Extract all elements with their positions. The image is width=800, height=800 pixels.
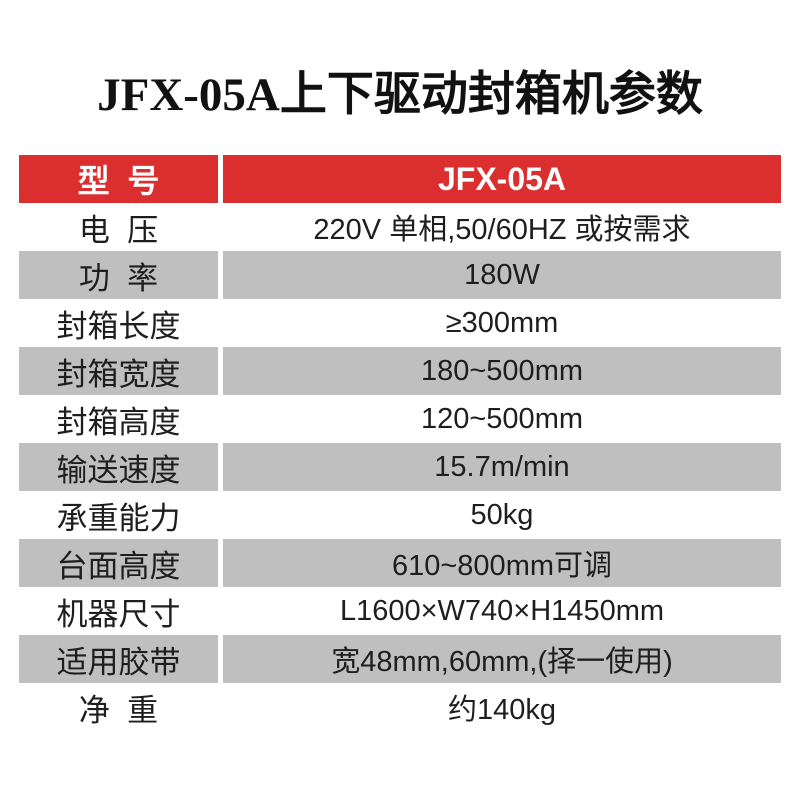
column-divider: [218, 347, 223, 395]
spec-label: 适用胶带: [56, 644, 181, 680]
spec-value: 220V 单相,50/60HZ 或按需求: [313, 214, 691, 246]
spec-label: 承重能力: [56, 500, 181, 536]
column-divider: [218, 251, 223, 299]
column-divider: [218, 539, 223, 587]
spec-value: 120~500mm: [420, 402, 584, 435]
column-divider: [218, 443, 223, 491]
table-row: 封箱宽度 180~500mm: [19, 347, 781, 395]
model-header-label: 型 号: [77, 163, 160, 199]
spec-label: 净 重: [78, 692, 159, 728]
table-header-row: 型 号 JFX-05A: [19, 155, 781, 203]
column-divider: [218, 203, 223, 251]
spec-label: 封箱高度: [56, 404, 181, 440]
table-row: 适用胶带 宽48mm,60mm,(择一使用): [19, 635, 781, 683]
spec-value: 宽48mm,60mm,(择一使用): [331, 646, 673, 678]
model-header-value: JFX-05A: [437, 160, 567, 197]
spec-value: L1600×W740×H1450mm: [339, 594, 665, 627]
spec-value: 15.7m/min: [434, 450, 570, 483]
page-title: JFX-05A上下驱动封箱机参数: [97, 69, 703, 121]
spec-label: 封箱长度: [56, 308, 181, 344]
spec-value: 610~800mm可调: [391, 550, 613, 582]
table-row: 承重能力 50kg: [19, 491, 781, 539]
column-divider: [218, 491, 223, 539]
spec-label: 电 压: [78, 212, 159, 248]
spec-value: 180W: [464, 258, 540, 291]
spec-label: 机器尺寸: [56, 596, 181, 632]
column-divider: [218, 395, 223, 443]
column-divider: [218, 587, 223, 635]
column-divider: [218, 299, 223, 347]
column-divider: [218, 635, 223, 683]
table-row: 功 率 180W: [19, 251, 781, 299]
spec-value: 50kg: [470, 498, 534, 531]
spec-label: 输送速度: [56, 452, 181, 488]
table-row: 输送速度 15.7m/min: [19, 443, 781, 491]
table-row: 封箱长度 ≥300mm: [19, 299, 781, 347]
table-row: 净 重 约140kg: [19, 683, 781, 731]
column-divider: [218, 155, 223, 203]
table-row: 台面高度 610~800mm可调: [19, 539, 781, 587]
spec-table: 型 号 JFX-05A 电 压 220V 单相,50/60HZ 或按需求 功 率…: [19, 155, 781, 731]
table-row: 机器尺寸 L1600×W740×H1450mm: [19, 587, 781, 635]
spec-label: 功 率: [78, 260, 159, 296]
column-divider: [218, 683, 223, 731]
spec-value: ≥300mm: [445, 306, 559, 339]
spec-value: 约140kg: [447, 694, 556, 726]
table-row: 电 压 220V 单相,50/60HZ 或按需求: [19, 203, 781, 251]
table-row: 封箱高度 120~500mm: [19, 395, 781, 443]
spec-value: 180~500mm: [420, 354, 584, 387]
spec-label: 台面高度: [56, 548, 181, 584]
spec-label: 封箱宽度: [56, 356, 181, 392]
